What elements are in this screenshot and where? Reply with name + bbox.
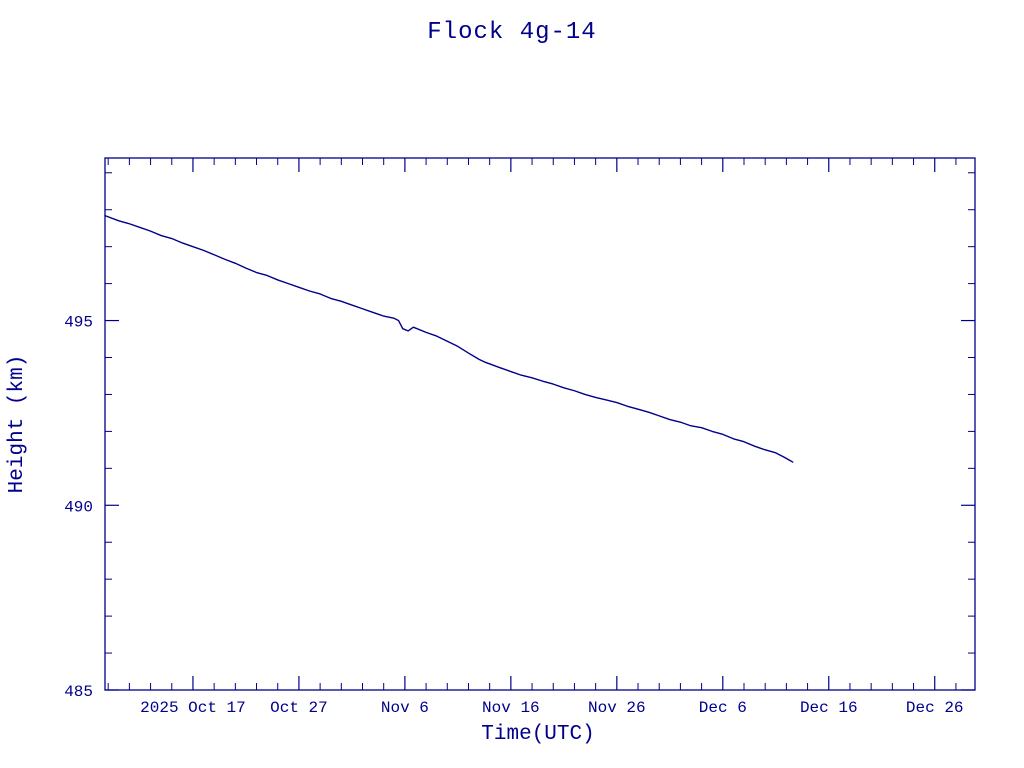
x-axis-label: Time(UTC) (481, 723, 594, 746)
y-tick-label: 495 (64, 314, 93, 332)
chart-title: Flock 4g-14 (427, 19, 596, 46)
x-tick-label: Dec 16 (800, 699, 858, 717)
plot-border (104, 157, 976, 691)
x-tick-label: 2025 Oct 17 (140, 699, 246, 717)
x-tick-label: Nov 16 (482, 699, 540, 717)
x-tick-label: Oct 27 (270, 699, 328, 717)
x-tick-label: Dec 26 (906, 699, 964, 717)
y-axis-label: Height (km) (6, 355, 29, 494)
y-tick-label: 485 (64, 683, 93, 701)
x-tick-label: Dec 6 (699, 699, 747, 717)
plot-layer: 2025 Oct 17 Oct 27 Nov 6 Nov 16 Nov 26 Dec 6 D… (64, 157, 976, 717)
x-tick-label: Nov 26 (588, 699, 646, 717)
x-tick-label: Nov 6 (381, 699, 429, 717)
data-line-height (104, 214, 794, 463)
y-tick-label: 490 (64, 498, 93, 516)
